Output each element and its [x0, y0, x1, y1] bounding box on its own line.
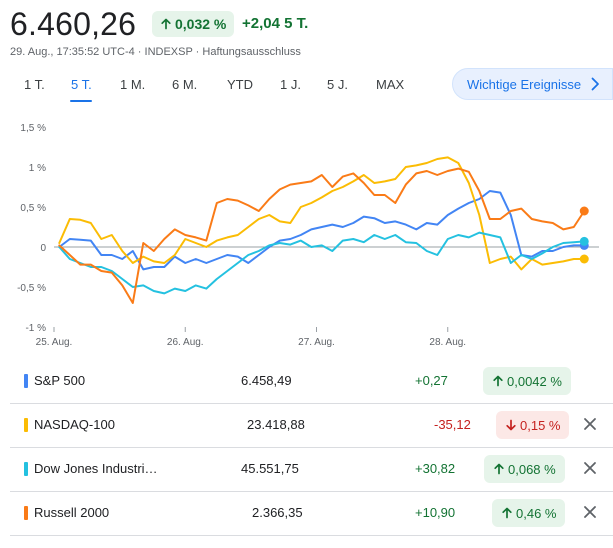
series-end-point-nasdaq — [579, 254, 589, 264]
series-end-point-russell — [579, 206, 589, 216]
tab-ytd[interactable]: YTD — [227, 77, 253, 92]
active-tab-indicator — [70, 100, 92, 102]
close-icon[interactable] — [582, 416, 598, 432]
tab-6-months[interactable]: 6 M. — [172, 77, 198, 92]
index-change-percent-badge: 0,46 % — [492, 499, 566, 527]
index-row-nasdaq[interactable]: NASDAQ-100 23.418,88 -35,12 0,15 % — [10, 404, 613, 448]
series-line-russell — [58, 167, 586, 304]
tab-1-year[interactable]: 1 J. — [280, 77, 301, 92]
series-line-dow — [58, 231, 586, 295]
index-change: +10,90 — [415, 505, 456, 520]
index-change-percent: 0,0042 % — [507, 373, 562, 389]
y-tick-label: -1 % — [25, 323, 46, 334]
arrow-up-icon — [494, 463, 504, 475]
quote-meta: 29. Aug., 17:35:52 UTC-4 · INDEXSP · Haf… — [10, 46, 301, 58]
index-change-percent: 0,46 % — [516, 505, 557, 521]
y-tick-label: 1,5 % — [20, 123, 46, 134]
index-change: -35,12 — [434, 417, 471, 432]
row-divider — [10, 491, 613, 492]
arrow-up-icon — [161, 18, 171, 30]
series-line-nasdaq — [58, 156, 586, 271]
chevron-right-icon — [591, 77, 599, 91]
index-price: 6.460,26 — [10, 6, 137, 42]
index-change: +30,82 — [415, 461, 456, 476]
y-tick-label: 0,5 % — [20, 203, 46, 214]
series-color-swatch — [24, 374, 28, 388]
index-row-dow[interactable]: Dow Jones Industri… 45.551,75 +30,82 0,068 … — [10, 448, 613, 492]
index-value: 2.366,35 — [252, 505, 303, 520]
index-value: 23.418,88 — [247, 417, 305, 432]
tab-1-month[interactable]: 1 M. — [120, 77, 146, 92]
x-tick-label: 27. Aug. — [298, 337, 335, 348]
tab-1-day[interactable]: 1 T. — [24, 77, 45, 92]
index-change-percent: 0,068 % — [508, 461, 556, 477]
index-row-russell[interactable]: Russell 2000 2.366,35 +10,90 0,46 % — [10, 492, 613, 536]
index-change-percent-badge: 0,15 % — [496, 411, 570, 439]
change-percent-badge: 0,032 % — [152, 11, 235, 37]
key-events-button[interactable]: Wichtige Ereignisse — [452, 68, 613, 100]
y-tick-label: 0 — [40, 243, 46, 254]
index-row-sp500[interactable]: S&P 500 6.458,49 +0,27 0,0042 % — [10, 360, 613, 404]
row-divider — [10, 447, 613, 448]
index-name: S&P 500 — [34, 373, 86, 388]
close-icon[interactable] — [582, 460, 598, 476]
row-divider — [10, 403, 613, 404]
series-color-swatch — [24, 418, 28, 432]
series-color-swatch — [24, 506, 28, 520]
x-tick-label: 28. Aug. — [429, 337, 466, 348]
series-color-swatch — [24, 462, 28, 476]
index-value: 45.551,75 — [241, 461, 299, 476]
row-divider — [10, 535, 613, 536]
index-change: +0,27 — [415, 373, 448, 388]
tab-max[interactable]: MAX — [376, 77, 405, 92]
x-tick-label: 26. Aug. — [167, 337, 204, 348]
close-icon[interactable] — [582, 504, 598, 520]
comparison-line-chart: 1,5 % 1 % 0,5 % 0 -0,5 % -1 % 25. Aug. 26. Aug.… — [17, 123, 599, 348]
index-value: 6.458,49 — [241, 373, 292, 388]
tab-5-days[interactable]: 5 T. — [71, 77, 92, 92]
x-tick-label: 25. Aug. — [36, 337, 73, 348]
series-line-sp500 — [58, 190, 586, 271]
index-change-percent: 0,15 % — [520, 417, 561, 433]
index-name: Russell 2000 — [34, 505, 110, 520]
key-events-label: Wichtige Ereignisse — [467, 76, 582, 92]
y-tick-label: 1 % — [29, 163, 46, 174]
series-end-point-dow — [579, 236, 589, 246]
arrow-down-icon — [506, 419, 516, 431]
arrow-up-icon — [493, 375, 503, 387]
index-name: NASDAQ-100 — [34, 417, 115, 432]
index-change-percent-badge: 0,068 % — [484, 455, 565, 483]
index-change-percent-badge: 0,0042 % — [483, 367, 571, 395]
change-percent-value: 0,032 % — [175, 16, 227, 32]
range-tabs: 1 T. 5 T. 1 M. 6 M. YTD 1 J. 5 J. MAX — [0, 72, 440, 102]
index-name: Dow Jones Industri… — [34, 461, 158, 476]
y-tick-label: -0,5 % — [17, 283, 46, 294]
change-absolute: +2,04 5 T. — [242, 15, 309, 32]
tab-5-years[interactable]: 5 J. — [327, 77, 348, 92]
arrow-up-icon — [502, 507, 512, 519]
